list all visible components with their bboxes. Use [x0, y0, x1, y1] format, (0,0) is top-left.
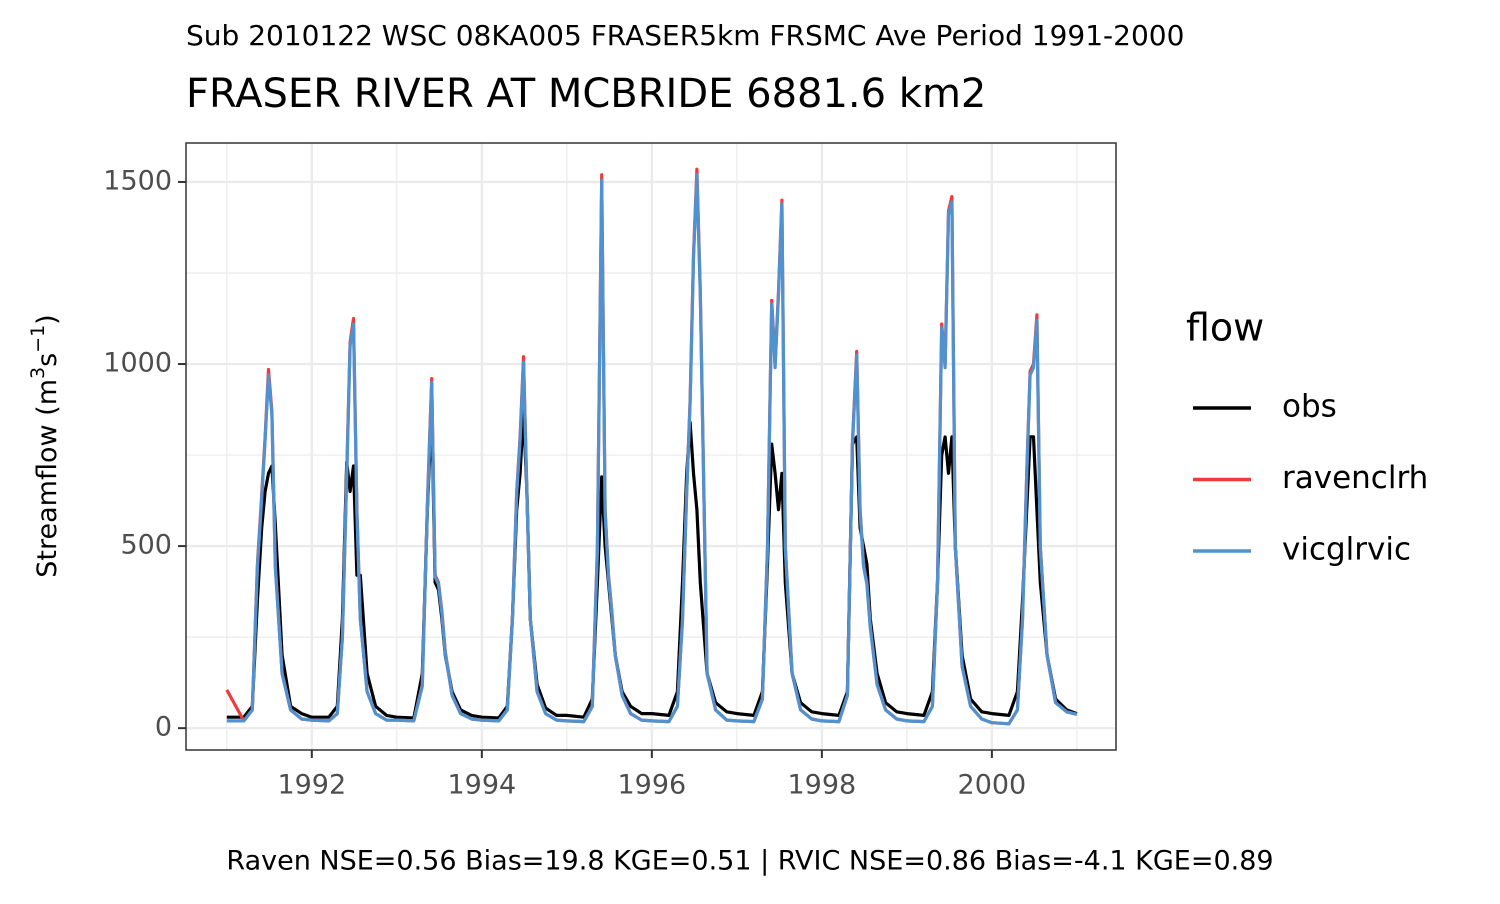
y-label-sup: −1 — [27, 325, 49, 353]
y-tick-label: 500 — [120, 530, 172, 561]
legend-label: obs — [1282, 389, 1337, 425]
y-label-sup: 3 — [27, 367, 49, 379]
y-tick-label: 1500 — [103, 165, 172, 196]
y-tick-label: 0 — [155, 712, 172, 743]
series-line — [226, 173, 1078, 726]
x-tick-label: 1998 — [788, 770, 857, 801]
legend-label: vicglrvic — [1282, 532, 1411, 568]
legend-title: flow — [1186, 306, 1264, 350]
x-tick-label: 1996 — [617, 770, 686, 801]
x-tick-label: 1992 — [277, 770, 346, 801]
panel-border — [185, 142, 1117, 751]
y-label-text: ) — [32, 314, 63, 325]
x-tick-label: 2000 — [958, 770, 1027, 801]
y-axis-label: Streamflow (m3s−1) — [27, 314, 63, 577]
x-tick-label: 1994 — [447, 770, 516, 801]
caption: Raven NSE=0.56 Bias=19.8 KGE=0.51 | RVIC… — [226, 846, 1273, 877]
chart-title: FRASER RIVER AT MCBRIDE 6881.6 km2 — [186, 71, 986, 117]
legend-label: ravenclrh — [1282, 460, 1428, 496]
y-label-text: Streamflow (m — [32, 379, 63, 578]
chart-subtitle: Sub 2010122 WSC 08KA005 FRASER5km FRSMC … — [186, 19, 1184, 52]
y-tick-label: 1000 — [103, 348, 172, 379]
y-label-text: s — [32, 353, 63, 367]
